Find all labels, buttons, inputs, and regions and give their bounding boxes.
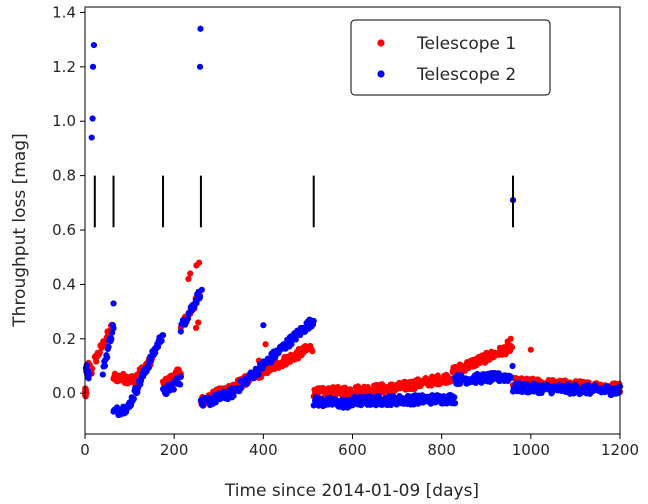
y-tick-label: 1.2 [52,58,76,76]
data-point-telescope-1 [195,319,202,326]
data-point-telescope-2 [86,371,93,378]
data-point-telescope-2 [507,374,514,381]
y-tick-label: 1.4 [52,3,76,21]
data-point-telescope-2 [108,335,115,342]
x-axis-label: Time since 2014-01-09 [days] [224,481,479,501]
data-point-telescope-2 [154,343,162,350]
data-point-telescope-2 [198,286,205,293]
data-point-telescope-2 [89,115,96,122]
data-point-telescope-2 [288,341,295,348]
data-point-telescope-2 [478,379,485,386]
data-point-telescope-2 [184,315,192,322]
data-point-telescope-2 [170,386,177,393]
data-point-telescope-1 [527,346,534,353]
data-point-telescope-2 [292,336,299,343]
data-point-telescope-1 [192,324,200,332]
data-point-telescope-2 [110,325,117,332]
y-tick-label: 0.0 [52,384,76,402]
data-point-telescope-2 [509,362,516,370]
legend-marker-telescope-1 [377,39,385,47]
data-point-telescope-2 [244,380,251,387]
data-point-telescope-2 [130,395,137,402]
y-tick-label: 1.0 [52,112,76,130]
data-point-telescope-1 [504,338,511,345]
x-tick-label: 600 [338,441,367,459]
data-point-telescope-2 [110,300,117,307]
chart-marks [81,25,624,419]
x-tick-label: 0 [80,441,90,459]
data-point-telescope-2 [104,354,111,361]
data-point-telescope-1 [93,358,100,365]
x-tick-label: 200 [160,441,189,459]
legend-marker-telescope-2 [377,70,385,78]
data-point-telescope-2 [451,400,459,407]
data-point-telescope-2 [152,349,159,356]
data-point-telescope-2 [197,25,204,32]
data-point-telescope-2 [451,394,458,401]
data-point-telescope-2 [310,317,317,325]
data-point-telescope-2 [89,63,97,70]
data-point-telescope-1 [434,372,441,379]
data-point-telescope-2 [145,364,152,371]
data-point-telescope-2 [158,337,165,344]
data-point-telescope-2 [230,392,237,399]
data-point-telescope-2 [99,371,106,378]
data-point-telescope-2 [177,373,184,381]
data-point-telescope-1 [196,259,203,266]
data-point-telescope-2 [101,362,109,370]
x-axis: 0 200 400 600 800 1000 1200 [80,434,639,459]
data-point-telescope-2 [199,402,207,409]
data-point-telescope-2 [177,328,184,335]
data-point-telescope-2 [177,381,184,388]
x-tick-label: 800 [427,441,456,459]
legend-label-telescope-2: Telescope 2 [416,65,516,85]
data-point-telescope-2 [90,41,98,49]
data-point-telescope-1 [187,270,194,277]
legend: Telescope 1 Telescope 2 [350,19,551,96]
x-tick-label: 400 [249,441,278,459]
y-tick-label: 0.2 [52,330,76,348]
data-point-telescope-2 [196,63,204,70]
data-point-telescope-1 [428,382,435,389]
y-tick-label: 0.6 [52,221,76,239]
y-axis-label: Throughput loss [mag] [10,133,30,327]
y-tick-label: 0.8 [52,167,76,185]
y-tick-label: 0.4 [52,275,76,293]
x-tick-label: 1200 [601,441,639,459]
data-point-telescope-2 [196,293,204,301]
data-point-telescope-1 [185,275,192,283]
data-point-telescope-2 [260,322,267,329]
x-tick-label: 1000 [512,441,550,459]
y-axis: 0.0 0.2 0.4 0.6 0.8 1.0 1.2 1.4 [52,3,85,402]
data-point-telescope-1 [262,341,269,348]
data-point-telescope-2 [88,134,95,141]
data-point-telescope-2 [255,370,262,378]
data-point-telescope-1 [309,348,316,355]
data-point-telescope-2 [105,343,112,350]
legend-box [350,19,551,96]
data-point-telescope-2 [616,388,623,395]
data-point-telescope-1 [509,344,516,351]
event-markers [93,175,514,228]
data-point-telescope-2 [159,332,167,339]
legend-label-telescope-1: Telescope 1 [416,34,516,54]
